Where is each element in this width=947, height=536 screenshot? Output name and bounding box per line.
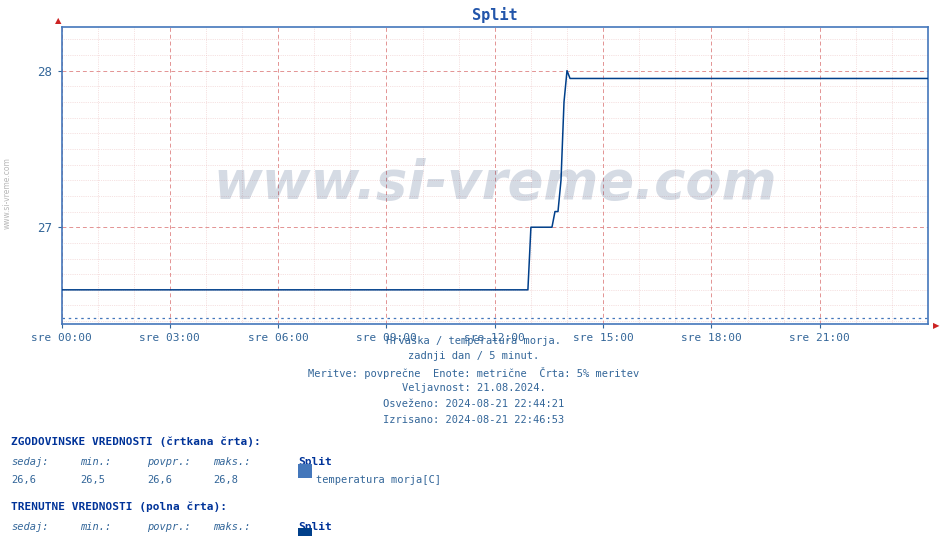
Text: min.:: min.: (80, 522, 112, 532)
Text: www.si-vreme.com: www.si-vreme.com (3, 157, 12, 229)
Text: temperatura morja[C]: temperatura morja[C] (316, 475, 441, 486)
Text: povpr.:: povpr.: (147, 522, 190, 532)
Text: min.:: min.: (80, 457, 112, 467)
Text: www.si-vreme.com: www.si-vreme.com (213, 159, 777, 211)
Text: ZGODOVINSKE VREDNOSTI (črtkana črta):: ZGODOVINSKE VREDNOSTI (črtkana črta): (11, 437, 261, 448)
Text: Veljavnost: 21.08.2024.: Veljavnost: 21.08.2024. (402, 383, 545, 393)
Text: 26,5: 26,5 (80, 475, 105, 486)
Text: Hrvaška / temperatura morja.: Hrvaška / temperatura morja. (386, 335, 561, 346)
Text: Split: Split (298, 522, 332, 532)
Text: 26,6: 26,6 (11, 475, 36, 486)
Title: Split: Split (472, 7, 518, 23)
Text: maks.:: maks.: (213, 522, 251, 532)
Text: 26,8: 26,8 (213, 475, 238, 486)
Text: sedaj:: sedaj: (11, 457, 49, 467)
Text: 26,6: 26,6 (147, 475, 171, 486)
Text: maks.:: maks.: (213, 457, 251, 467)
Text: TRENUTNE VREDNOSTI (polna črta):: TRENUTNE VREDNOSTI (polna črta): (11, 501, 227, 512)
Text: Osveženo: 2024-08-21 22:44:21: Osveženo: 2024-08-21 22:44:21 (383, 399, 564, 410)
Text: Split: Split (298, 457, 332, 467)
Text: povpr.:: povpr.: (147, 457, 190, 467)
Text: zadnji dan / 5 minut.: zadnji dan / 5 minut. (408, 351, 539, 361)
Text: ▲: ▲ (56, 16, 62, 25)
Text: Izrisano: 2024-08-21 22:46:53: Izrisano: 2024-08-21 22:46:53 (383, 415, 564, 426)
Text: sedaj:: sedaj: (11, 522, 49, 532)
Text: Meritve: povprečne  Enote: metrične  Črta: 5% meritev: Meritve: povprečne Enote: metrične Črta:… (308, 367, 639, 379)
Text: ▶: ▶ (933, 322, 939, 330)
